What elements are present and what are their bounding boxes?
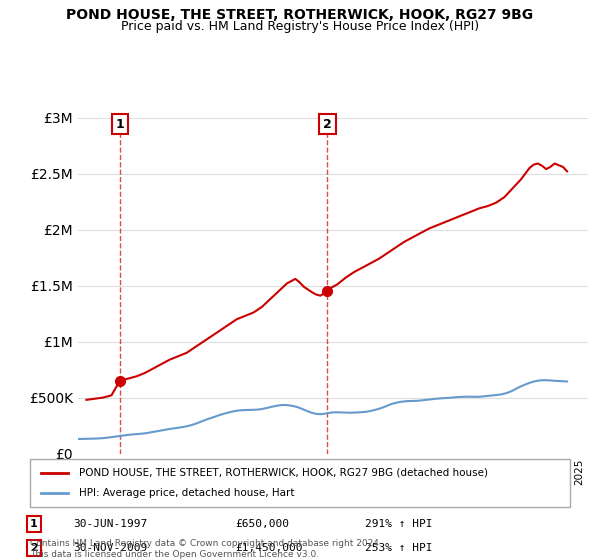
Text: 2: 2 xyxy=(323,118,332,130)
Text: Contains HM Land Registry data © Crown copyright and database right 2024.
This d: Contains HM Land Registry data © Crown c… xyxy=(30,539,382,559)
Text: 1: 1 xyxy=(30,519,38,529)
Text: Price paid vs. HM Land Registry's House Price Index (HPI): Price paid vs. HM Land Registry's House … xyxy=(121,20,479,32)
Text: 30-JUN-1997: 30-JUN-1997 xyxy=(73,519,148,529)
FancyBboxPatch shape xyxy=(30,459,570,507)
Text: POND HOUSE, THE STREET, ROTHERWICK, HOOK, RG27 9BG: POND HOUSE, THE STREET, ROTHERWICK, HOOK… xyxy=(67,8,533,22)
Text: 253% ↑ HPI: 253% ↑ HPI xyxy=(365,543,432,553)
Text: 1: 1 xyxy=(115,118,124,130)
Text: POND HOUSE, THE STREET, ROTHERWICK, HOOK, RG27 9BG (detached house): POND HOUSE, THE STREET, ROTHERWICK, HOOK… xyxy=(79,468,488,478)
Text: HPI: Average price, detached house, Hart: HPI: Average price, detached house, Hart xyxy=(79,488,294,498)
Text: £650,000: £650,000 xyxy=(235,519,289,529)
Text: 291% ↑ HPI: 291% ↑ HPI xyxy=(365,519,432,529)
Text: £1,450,000: £1,450,000 xyxy=(235,543,303,553)
Text: 2: 2 xyxy=(30,543,38,553)
Text: 30-NOV-2009: 30-NOV-2009 xyxy=(73,543,148,553)
